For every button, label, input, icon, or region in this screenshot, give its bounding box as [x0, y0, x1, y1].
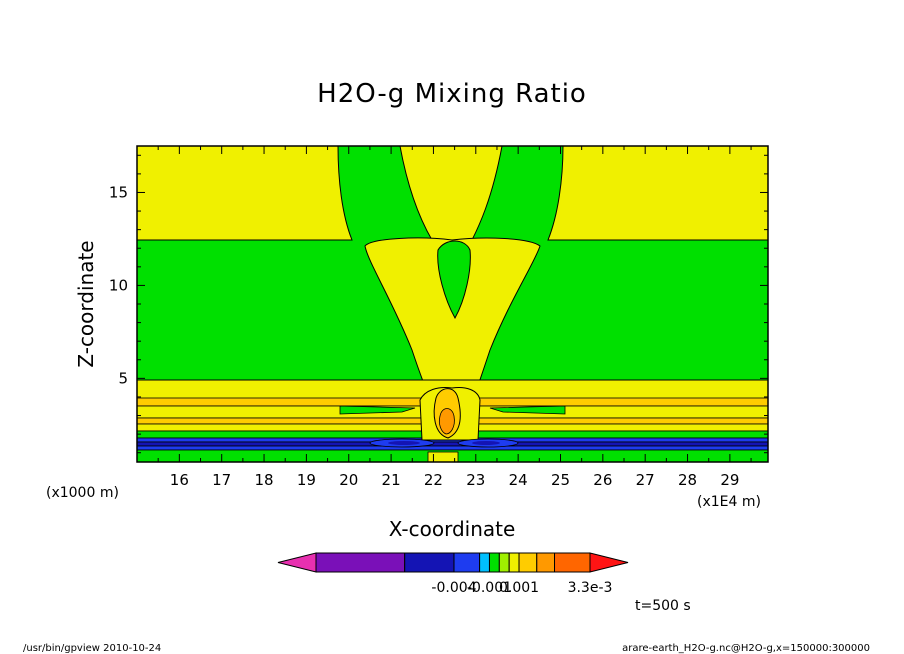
y-tick-label: 15: [109, 183, 128, 201]
field-green-inner: [437, 240, 471, 320]
colorbar-swatch: [498, 552, 510, 573]
colorbar-swatch: [479, 552, 490, 573]
x-unit-label: (x1E4 m): [697, 494, 761, 510]
colorbar-swatch: [453, 552, 481, 573]
x-tick-label: 18: [255, 471, 274, 489]
field-navy-lens-right: [472, 441, 500, 445]
colorbar-swatch: [518, 552, 538, 573]
colorbar-swatch: [554, 552, 591, 573]
colorbar-tick-label: -0.004: [431, 580, 476, 596]
footer-right: arare-earth_H2O-g.nc@H2O-g,x=150000:3000…: [622, 643, 870, 654]
plot-area: [136, 145, 769, 463]
colorbar-tick-label: 3.3e-3: [568, 580, 613, 596]
colorbar-swatch: [315, 552, 406, 573]
x-tick-label: 22: [424, 471, 443, 489]
colorbar-swatch: [488, 552, 500, 573]
x-tick-label: 27: [636, 471, 655, 489]
x-tick-labels: 16 17 18 19 20 21 22 23 24 25 26 27 28 29: [170, 471, 740, 489]
y-tick-label: 5: [118, 369, 128, 387]
band-blue-2: [137, 445, 768, 451]
colorbar-tick-label: 0.001: [499, 580, 539, 596]
field-yellow-plume: [364, 237, 541, 419]
x-tick-label: 19: [297, 471, 316, 489]
x-tick-label: 20: [339, 471, 358, 489]
field-yellow-upper-left: [137, 146, 353, 241]
colorbar-swatch: [536, 552, 556, 573]
band-navy: [137, 441, 768, 447]
x-tick-label: 16: [170, 471, 189, 489]
x-tick-label: 26: [593, 471, 612, 489]
field-green-wedge-left: [339, 405, 416, 415]
x-tick-label: 17: [212, 471, 231, 489]
colorbar-under-arrow: [277, 552, 317, 573]
x-tick-label: 28: [678, 471, 697, 489]
tick-marks: [136, 146, 768, 462]
colorbar-swatch: [508, 552, 520, 573]
x-tick-label: 25: [551, 471, 570, 489]
y-tick-labels: 5 10 15: [109, 183, 128, 387]
time-label: t=500 s: [635, 598, 691, 614]
x-tick-label: 24: [509, 471, 528, 489]
x-axis-title: X-coordinate: [389, 517, 516, 541]
y-axis-title: Z-coordinate: [74, 240, 98, 367]
field-navy-lens-left: [388, 441, 420, 445]
field-yellow-upper-right: [547, 146, 768, 241]
colorbar: [277, 552, 629, 573]
x-tick-label: 29: [720, 471, 739, 489]
footer-left: /usr/bin/gpview 2010-10-24: [23, 643, 161, 654]
x-tick-label: 21: [382, 471, 401, 489]
chart-title: H2O-g Mixing Ratio: [317, 79, 587, 109]
contour-field: [137, 146, 768, 462]
colorbar-swatch: [404, 552, 455, 573]
y-tick-label: 10: [109, 276, 128, 294]
colorbar-over-arrow: [589, 552, 629, 573]
field-darkorange-core: [438, 408, 455, 435]
colorbar-tick-label: -0.001: [467, 580, 512, 596]
field-green-wedge-right: [489, 405, 566, 415]
y-unit-label: (x1000 m): [46, 485, 119, 501]
x-tick-label: 23: [466, 471, 485, 489]
field-yellow-bottom-patch: [427, 451, 459, 462]
